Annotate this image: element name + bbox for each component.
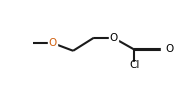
Bar: [127, 62, 142, 68]
Text: O: O: [109, 33, 117, 43]
Text: O: O: [48, 38, 56, 48]
Text: Cl: Cl: [129, 60, 139, 70]
Text: O: O: [165, 44, 174, 54]
Bar: [48, 40, 57, 46]
Bar: [161, 46, 170, 53]
Bar: [109, 34, 118, 41]
